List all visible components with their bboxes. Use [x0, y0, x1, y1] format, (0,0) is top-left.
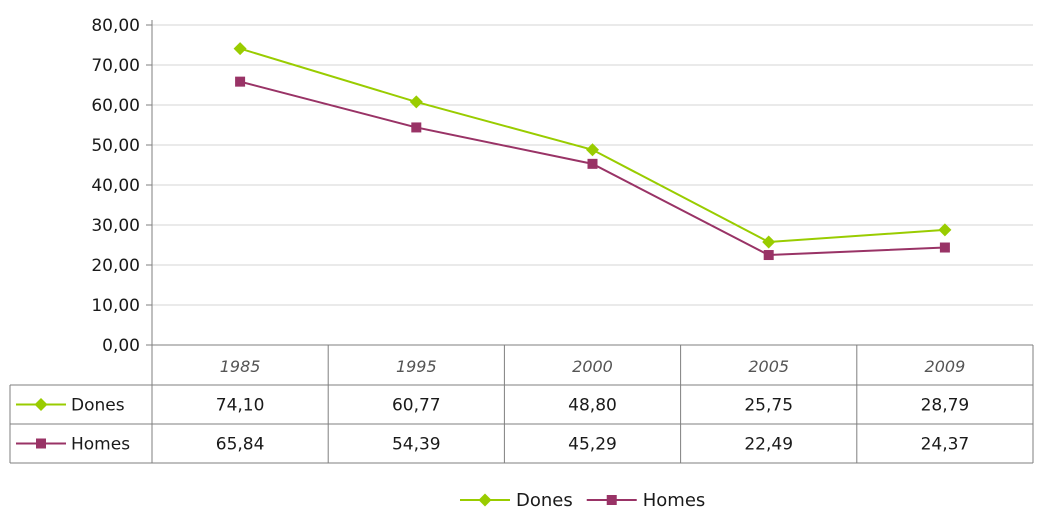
y-tick-label: 40,00 — [91, 176, 140, 196]
data-point-homes — [587, 158, 598, 169]
legend-label-dones: Dones — [516, 490, 573, 511]
x-category-label: 1985 — [220, 357, 261, 376]
table-row-label-dones: Dones — [71, 396, 125, 416]
y-tick-label: 80,00 — [91, 16, 140, 36]
x-category-label: 2000 — [572, 357, 613, 376]
data-point-homes — [235, 76, 246, 87]
table-cell-homes: 24,37 — [921, 435, 970, 455]
data-point-dones — [586, 143, 599, 157]
y-tick-label: 10,00 — [91, 296, 140, 316]
data-point-dones — [233, 42, 247, 56]
table-cell-homes: 65,84 — [216, 435, 265, 455]
y-tick-label: 50,00 — [91, 136, 140, 156]
x-category-label: 1995 — [396, 357, 437, 376]
y-tick-label: 0,00 — [102, 336, 140, 356]
legend-marker-homes — [606, 495, 617, 505]
y-tick-label: 20,00 — [91, 256, 140, 276]
x-category-label: 2009 — [925, 357, 966, 376]
data-point-dones — [762, 235, 776, 249]
y-tick-label: 70,00 — [91, 56, 140, 76]
y-tick-label: 60,00 — [91, 96, 140, 116]
y-axis-tick-labels: 0,00 10,00 20,00 30,00 40,00 50,00 60,00 70,00 8… — [91, 16, 140, 356]
data-point-dones — [938, 223, 952, 237]
legend-marker-dones — [478, 493, 492, 507]
table-cell-dones: 25,75 — [744, 396, 793, 416]
x-category-label: 2005 — [748, 357, 789, 376]
table-cell-dones: 74,10 — [216, 396, 265, 416]
data-point-dones — [409, 95, 423, 109]
gridlines — [146, 24, 1033, 346]
table-legend-marker-homes — [36, 438, 46, 449]
data-point-homes — [411, 122, 422, 133]
table-cell-dones: 28,79 — [921, 396, 970, 416]
table-cell-homes: 45,29 — [568, 435, 617, 455]
data-point-homes — [939, 242, 950, 253]
data-table: 1985 1995 2000 2005 2009 Dones 74,10 60,77 48,80… — [9, 20, 1034, 464]
table-cell-homes: 54,39 — [392, 435, 441, 455]
series-lines — [233, 42, 952, 261]
legend: Dones Homes — [460, 490, 705, 511]
legend-label-homes: Homes — [643, 490, 706, 511]
table-cell-homes: 22,49 — [744, 435, 793, 455]
table-legend-marker-dones — [34, 398, 48, 411]
table-cell-dones: 60,77 — [392, 396, 441, 416]
data-point-homes — [763, 250, 774, 261]
table-row-label-homes: Homes — [71, 435, 130, 455]
table-cell-dones: 48,80 — [568, 396, 617, 416]
y-tick-label: 30,00 — [91, 216, 140, 236]
